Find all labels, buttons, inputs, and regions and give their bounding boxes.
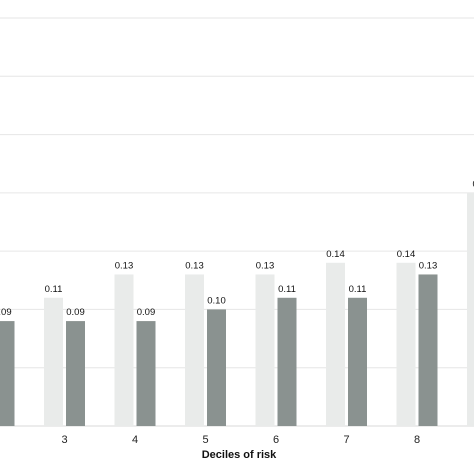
bar-series2-decile-2	[0, 321, 15, 426]
x-tick-label-3: 3	[61, 434, 67, 446]
data-label-series2-decile-4: 0.09	[137, 307, 156, 318]
bar-series1-decile-5	[185, 274, 204, 426]
bar-series1-decile-8	[396, 262, 416, 426]
bars	[0, 192, 474, 426]
bar-series1-decile-7	[326, 262, 345, 426]
data-label-series1-decile-3: 0.11	[45, 284, 63, 295]
gridlines	[0, 17, 474, 427]
data-label-series1-decile-5: 0.13	[185, 260, 204, 271]
data-label-series2-decile-2: .09	[0, 307, 12, 318]
bar-series2-decile-5	[207, 309, 226, 426]
x-tick-label-8: 8	[414, 434, 420, 446]
data-label-series2-decile-7: 0.11	[349, 284, 367, 295]
data-label-series2-decile-8: 0.13	[419, 260, 438, 271]
data-label-series1-decile-7: 0.14	[326, 249, 345, 260]
data-label-series1-decile-4: 0.13	[115, 260, 134, 271]
bar-series2-decile-4	[136, 321, 156, 426]
bar-series1-decile-6	[255, 274, 275, 426]
bar-series2-decile-6	[277, 297, 297, 426]
x-tick-labels: 3 4 5 6 7 8	[61, 434, 420, 446]
data-label-series2-decile-3: 0.09	[66, 307, 85, 318]
x-tick-label-6: 6	[273, 434, 279, 446]
x-tick-label-4: 4	[132, 434, 138, 446]
x-tick-label-5: 5	[202, 434, 208, 446]
data-labels: .090.110.090.130.090.130.100.130.110.140…	[0, 179, 474, 318]
x-tick-label-7: 7	[343, 434, 349, 446]
data-label-series2-decile-5: 0.10	[207, 295, 226, 306]
bar-series2-decile-7	[348, 297, 367, 426]
x-axis-title: Deciles of risk	[202, 449, 277, 461]
bar-series2-decile-8	[418, 274, 438, 426]
data-label-series2-decile-6: 0.11	[278, 284, 296, 295]
bar-series2-decile-3	[66, 321, 85, 426]
data-label-series1-decile-8: 0.14	[397, 249, 416, 260]
bar-series1-decile-9	[467, 192, 474, 426]
data-label-series1-decile-6: 0.13	[256, 260, 275, 271]
data-label-series1-decile-9: 0.	[473, 179, 474, 190]
bar-series1-decile-4	[114, 274, 134, 426]
bar-series1-decile-3	[44, 297, 63, 426]
